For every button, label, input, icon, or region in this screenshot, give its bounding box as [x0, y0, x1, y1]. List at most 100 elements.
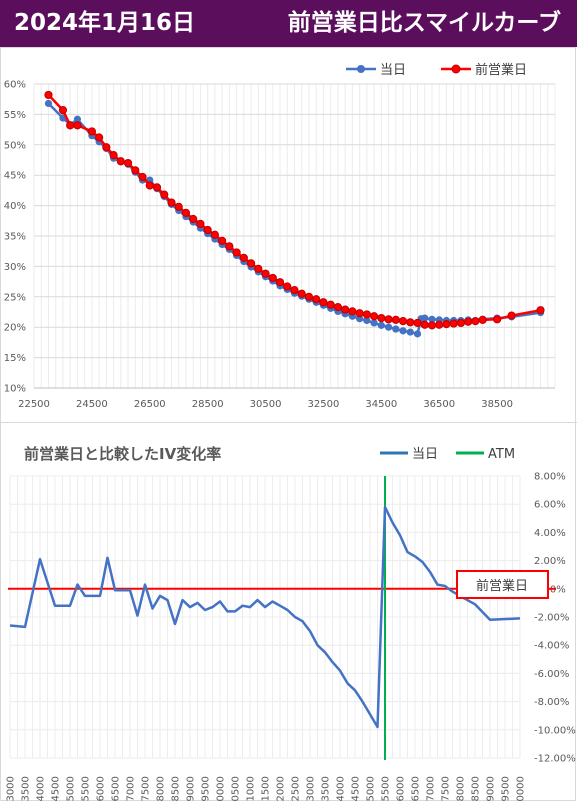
data-point: [189, 214, 198, 224]
series-line-today: [9, 505, 521, 729]
data-point: [73, 121, 82, 130]
x-tick-label: 23000: [6, 776, 17, 802]
data-point: [536, 306, 545, 315]
y-tick-label: 50%: [4, 140, 26, 151]
x-tick-label: 32000: [276, 776, 287, 802]
x-tick-label: 28000: [156, 776, 167, 802]
x-tick-label: 37500: [441, 776, 452, 802]
chart2-x-ticks: 23000 23500 24000 24500 25000 25500 26000 26500…: [6, 776, 527, 802]
x-tick-label: 40000: [516, 776, 527, 802]
x-tick-label: 35000: [366, 776, 377, 802]
chart2-series: [8, 476, 556, 760]
x-tick-label: 38500: [471, 776, 482, 802]
data-point: [87, 127, 96, 136]
y-tick-label: 60%: [4, 80, 26, 91]
chart2-title: 前営業日と比較したIV変化率: [24, 445, 221, 463]
legend2-atm-label: ATM: [488, 447, 515, 462]
header-date: 2024年1月16日: [14, 10, 196, 36]
x-tick-label: 32500: [291, 776, 302, 802]
data-point: [406, 328, 414, 336]
x-tick-label: 23500: [21, 776, 32, 802]
y-tick-label: -10.00%: [534, 725, 576, 736]
legend2-today-label: 当日: [412, 447, 438, 462]
y-tick-label: 20%: [4, 323, 26, 334]
x-tick-label: 27000: [126, 776, 137, 802]
data-point: [421, 314, 429, 322]
x-tick-label: 37000: [426, 776, 437, 802]
data-point: [384, 323, 393, 331]
reference-label-box: 前営業日: [456, 570, 549, 599]
data-point: [109, 151, 118, 160]
data-point: [333, 303, 343, 312]
y-tick-label: -8.00%: [534, 697, 569, 708]
reference-label: 前営業日: [476, 578, 528, 594]
x-tick-label: 22500: [18, 399, 50, 410]
data-point: [138, 172, 147, 182]
x-tick-label: 30500: [250, 399, 282, 410]
data-point: [196, 219, 205, 228]
y-tick-label: -4.00%: [534, 641, 569, 652]
x-tick-label: 33000: [306, 776, 317, 802]
x-tick-label: 38000: [456, 776, 467, 802]
y-tick-label: 15%: [4, 353, 26, 364]
y-tick-label: 30%: [4, 262, 26, 273]
x-tick-label: 34500: [351, 776, 362, 802]
x-tick-label: 30000: [216, 776, 227, 802]
data-point: [304, 292, 314, 301]
data-point: [102, 143, 111, 152]
data-point: [399, 327, 407, 335]
data-point: [44, 90, 53, 100]
chart1-legend: 当日 前営業日: [346, 62, 527, 78]
data-point: [268, 273, 277, 283]
data-point: [392, 325, 400, 333]
data-point: [174, 202, 183, 211]
chart1-x-ticks: 22500 24500 26500 28500 30500 32500 34500 36500…: [18, 399, 513, 410]
y-tick-label: 4.00%: [534, 528, 566, 539]
data-point: [95, 133, 104, 142]
chart2-y-ticks: 8.00%6.00%4.00%2.00%0.00%-2.00%-4.00%-6.…: [534, 472, 576, 765]
data-point: [312, 295, 321, 304]
data-point: [203, 225, 212, 235]
y-tick-label: 8.00%: [534, 472, 566, 483]
y-tick-label: 45%: [4, 171, 26, 182]
x-tick-label: 34000: [336, 776, 347, 802]
data-point: [160, 190, 169, 199]
x-tick-label: 27500: [141, 776, 152, 802]
x-tick-label: 26500: [134, 399, 166, 410]
x-tick-label: 25000: [66, 776, 77, 802]
y-tick-label: 55%: [4, 110, 26, 121]
data-point: [478, 315, 487, 325]
chart1-series: [44, 90, 545, 338]
x-tick-label: 36500: [411, 776, 422, 802]
x-tick-label: 38500: [481, 399, 513, 410]
x-tick-label: 39000: [486, 776, 497, 802]
chart1-y-ticks: 10% 15% 20% 25% 30% 35% 40% 45% 50% 55% 60%: [4, 80, 26, 395]
x-tick-label: 31500: [261, 776, 272, 802]
data-point: [181, 208, 191, 217]
data-point: [225, 242, 234, 251]
x-tick-label: 36000: [396, 776, 407, 802]
y-tick-label: 2.00%: [534, 556, 566, 567]
y-tick-label: 10%: [4, 384, 26, 395]
x-tick-label: 39500: [501, 776, 512, 802]
x-tick-label: 26500: [111, 776, 122, 802]
x-tick-label: 31000: [246, 776, 257, 802]
x-tick-label: 28500: [171, 776, 182, 802]
chart1-gridlines: [33, 83, 556, 389]
data-point: [319, 298, 328, 307]
data-point: [152, 183, 162, 192]
x-tick-label: 24500: [51, 776, 62, 802]
x-tick-label: 35500: [381, 776, 392, 802]
data-point: [73, 115, 82, 123]
chart-frame: [0, 47, 576, 801]
reference-label-frame: [456, 570, 549, 599]
x-tick-label: 24000: [36, 776, 47, 802]
data-point: [297, 289, 306, 298]
x-tick-label: 26000: [96, 776, 107, 802]
legend-today-label: 当日: [380, 63, 406, 78]
y-tick-label: -2.00%: [534, 613, 569, 624]
data-point: [493, 315, 502, 324]
x-tick-label: 24500: [76, 399, 108, 410]
legend-prev-marker: [451, 64, 461, 74]
